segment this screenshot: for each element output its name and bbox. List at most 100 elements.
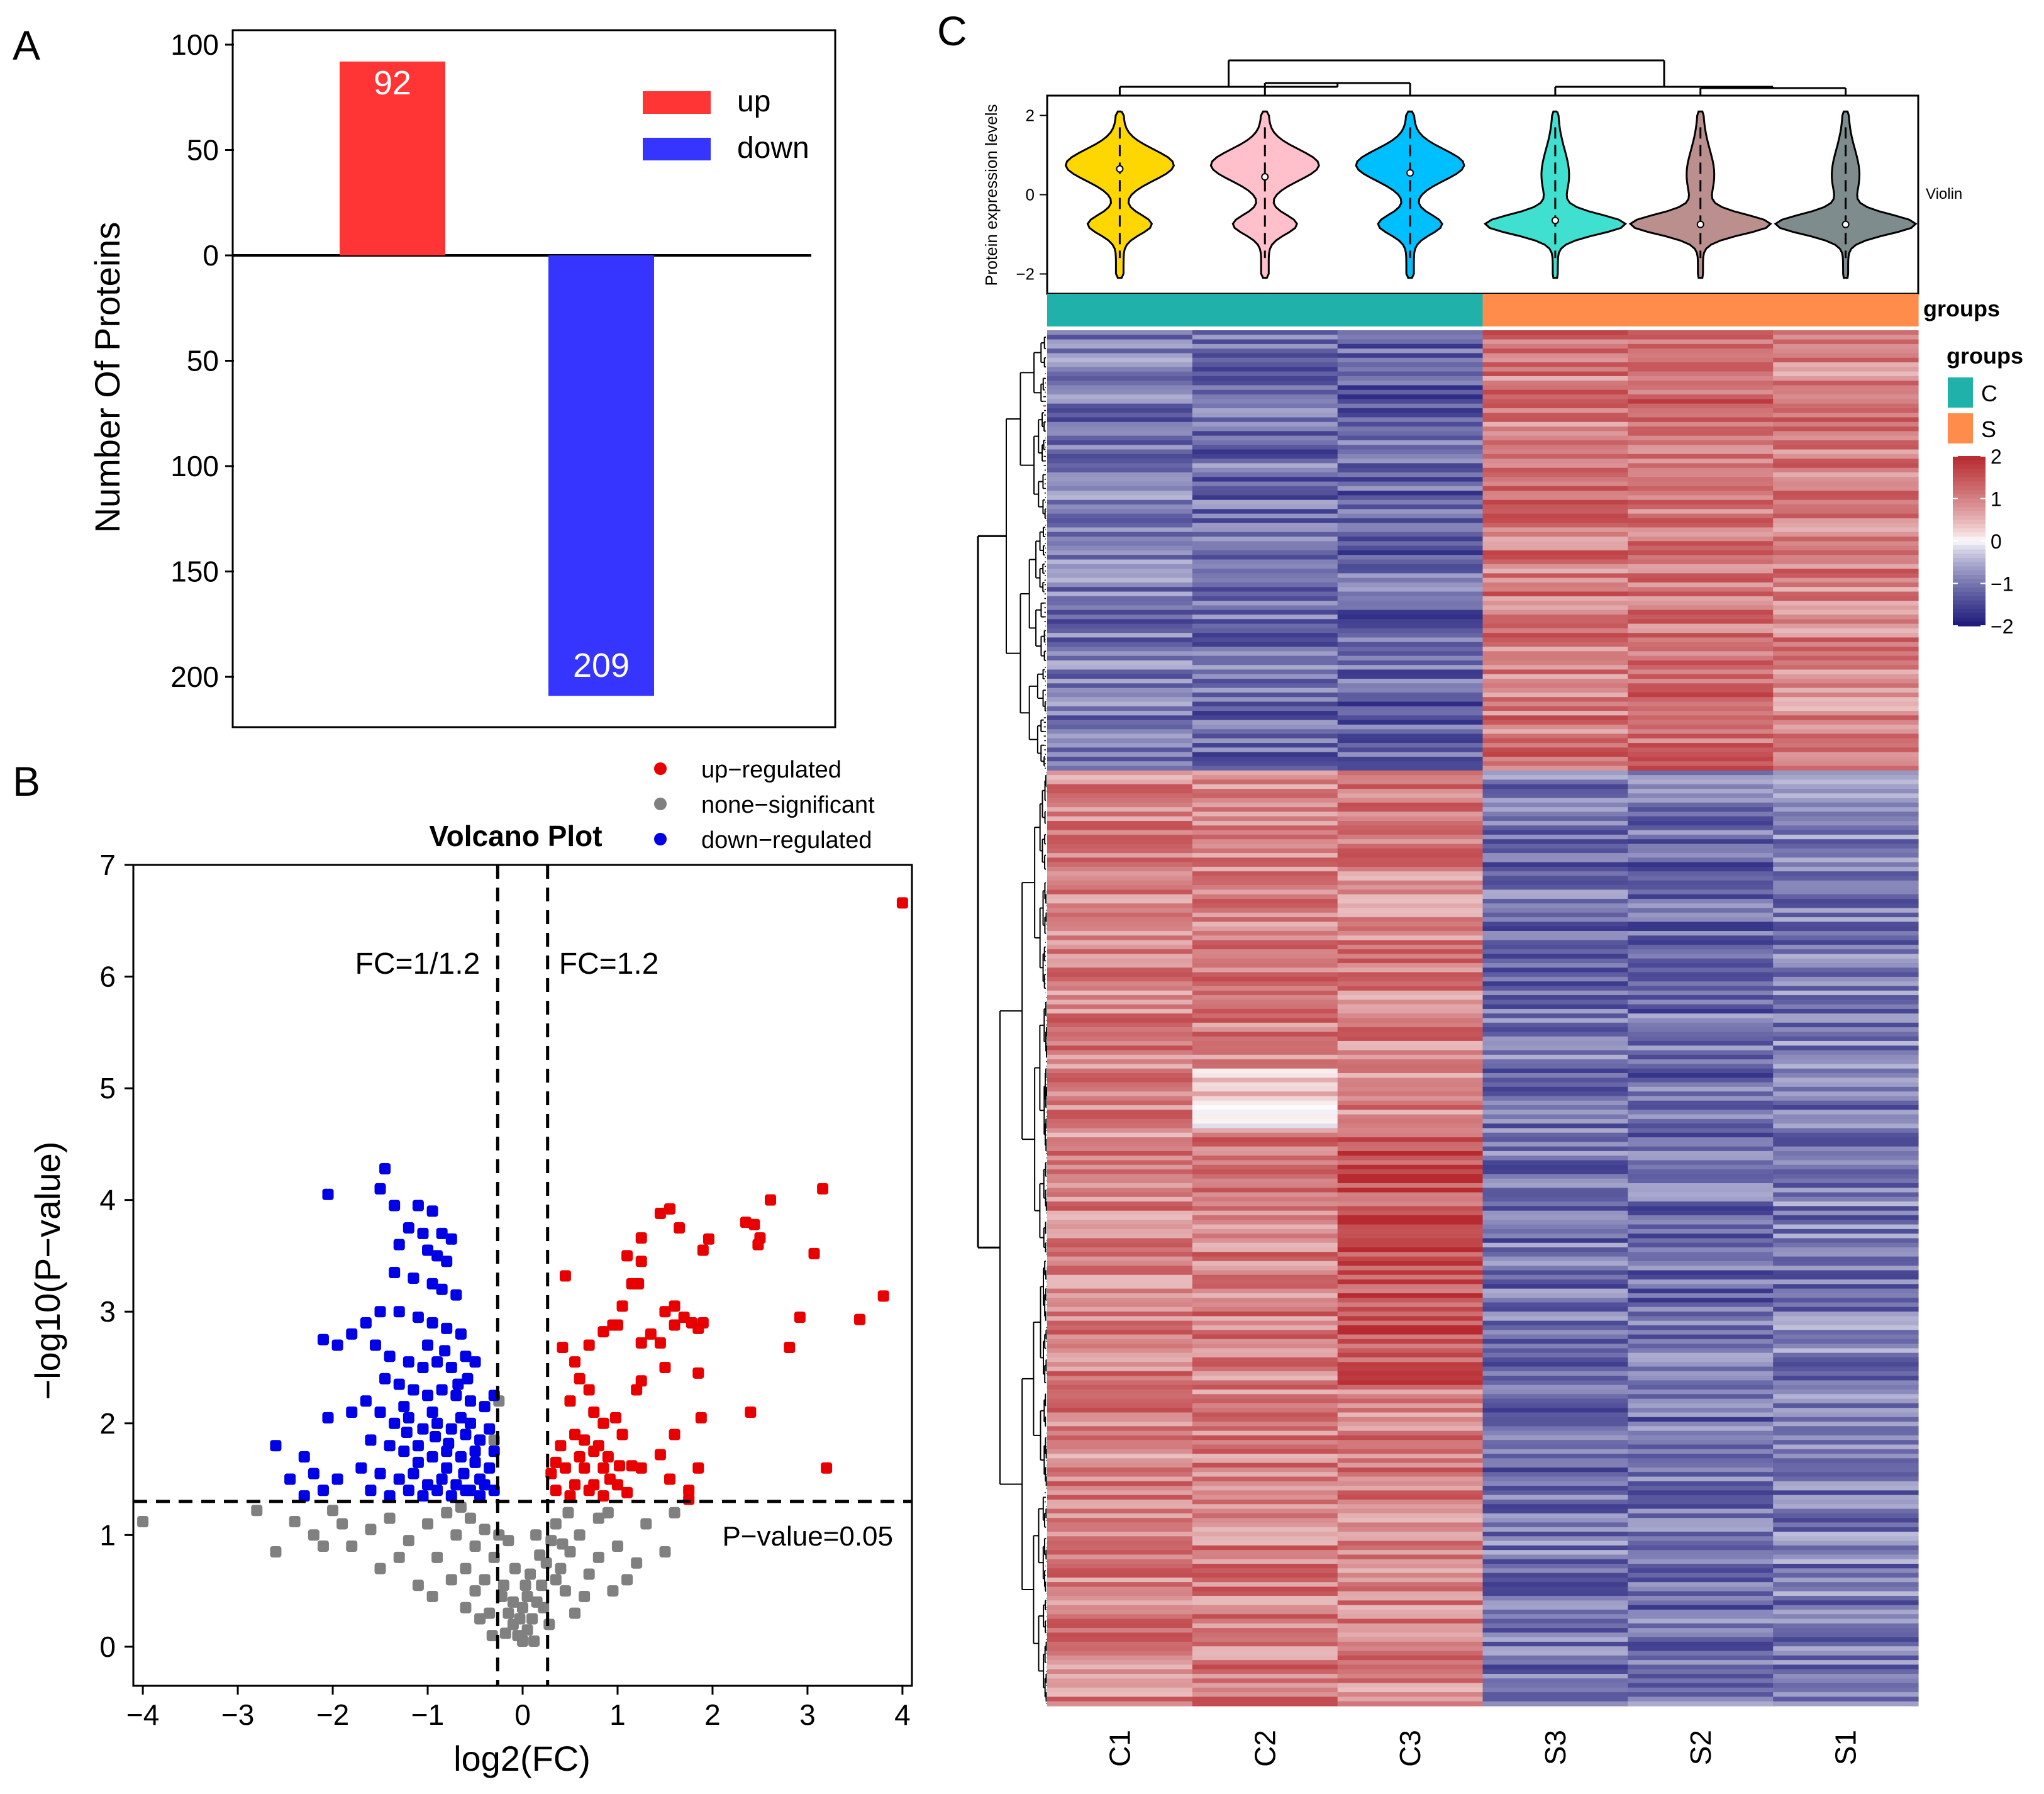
heatmap-cell bbox=[1482, 463, 1628, 469]
heatmap-cell bbox=[1773, 724, 1919, 730]
heatmap-cell bbox=[1192, 343, 1338, 349]
heatmap-cell bbox=[1337, 889, 1484, 895]
heatmap-cell bbox=[1192, 564, 1338, 569]
heatmap-cell bbox=[1628, 1320, 1774, 1326]
heatmap-cell bbox=[1482, 582, 1628, 588]
heatmap-cell bbox=[1482, 1261, 1628, 1266]
heatmap-cell bbox=[1482, 729, 1628, 735]
heatmap-cell bbox=[1482, 1554, 1628, 1560]
heatmap-cell bbox=[1192, 1646, 1338, 1652]
heatmap-cell bbox=[1192, 848, 1338, 854]
heatmap-cell bbox=[1337, 477, 1484, 482]
heatmap-cell bbox=[1773, 821, 1919, 826]
heatmap-cell bbox=[1482, 848, 1628, 854]
scatter-point bbox=[450, 1529, 462, 1541]
heatmap-cell bbox=[1337, 1664, 1484, 1670]
heatmap-cell bbox=[1047, 811, 1193, 817]
heatmap-cell bbox=[1337, 367, 1484, 372]
scatter-point bbox=[389, 1200, 401, 1212]
heatmap-cell bbox=[1773, 371, 1919, 377]
heatmap-cell bbox=[1337, 431, 1484, 437]
heatmap-cell bbox=[1773, 1036, 1919, 1042]
heatmap-cell bbox=[1628, 1123, 1774, 1129]
heatmap-cell bbox=[1337, 1545, 1484, 1551]
heatmap-cell bbox=[1192, 1196, 1338, 1202]
heatmap-cell bbox=[1773, 990, 1919, 996]
heatmap-cell bbox=[1337, 880, 1484, 886]
scatter-point bbox=[479, 1524, 491, 1535]
heatmap-cell bbox=[1773, 816, 1919, 822]
heatmap-cell bbox=[1628, 1458, 1774, 1464]
heatmap-cell bbox=[1192, 839, 1338, 845]
heatmap-cell bbox=[1628, 876, 1774, 881]
heatmap-cell bbox=[1047, 706, 1193, 711]
heatmap-cell bbox=[1047, 747, 1193, 753]
scatter-point bbox=[379, 1373, 391, 1384]
heatmap-cell bbox=[1192, 491, 1338, 496]
heatmap-cell bbox=[1773, 922, 1919, 927]
heatmap-cell bbox=[1337, 1673, 1484, 1679]
heatmap-cell bbox=[1192, 431, 1338, 437]
heatmap-cell bbox=[1337, 1160, 1484, 1166]
heatmap-cell bbox=[1628, 463, 1774, 469]
color-scale-segment bbox=[1953, 579, 1986, 584]
color-scale-tick-label: 2 bbox=[1991, 445, 2002, 468]
heatmap-cell bbox=[1773, 619, 1919, 625]
heatmap-cell bbox=[1482, 637, 1628, 643]
heatmap-cell bbox=[1482, 399, 1628, 404]
heatmap-cell bbox=[1337, 403, 1484, 409]
heatmap-cell bbox=[1628, 793, 1774, 799]
heatmap-cell bbox=[1337, 1298, 1484, 1303]
heatmap-cell bbox=[1047, 1054, 1193, 1060]
heatmap-cell bbox=[1773, 1458, 1919, 1464]
heatmap-cell bbox=[1337, 848, 1484, 854]
heatmap-cell bbox=[1337, 504, 1484, 510]
heatmap-cell bbox=[1482, 1242, 1628, 1248]
heatmap-cell bbox=[1192, 655, 1338, 661]
scatter-point bbox=[443, 1437, 455, 1449]
heatmap-cell bbox=[1482, 1422, 1628, 1427]
heatmap-cell bbox=[1482, 844, 1628, 849]
scatter-point bbox=[574, 1451, 586, 1463]
heatmap-cell bbox=[1192, 335, 1338, 340]
heatmap-cell bbox=[1773, 917, 1919, 923]
color-scale-segment bbox=[1953, 621, 1986, 627]
heatmap-cell bbox=[1482, 642, 1628, 647]
heatmap-cell bbox=[1773, 1618, 1919, 1624]
heatmap-cell bbox=[1773, 532, 1919, 537]
scatter-point bbox=[393, 1378, 405, 1390]
scatter-point bbox=[398, 1446, 410, 1457]
heatmap-cell bbox=[1192, 1183, 1338, 1188]
heatmap-cell bbox=[1482, 853, 1628, 858]
heatmap-cell bbox=[1337, 715, 1484, 721]
heatmap-cell bbox=[1482, 711, 1628, 716]
heatmap-cell bbox=[1337, 958, 1484, 964]
heatmap-cell bbox=[1047, 954, 1193, 959]
heatmap-cell bbox=[1047, 1196, 1193, 1202]
heatmap-cell bbox=[1628, 1004, 1774, 1010]
heatmap-cell bbox=[1628, 1022, 1774, 1028]
heatmap-cell bbox=[1628, 647, 1774, 652]
heatmap-cell bbox=[1482, 862, 1628, 867]
heatmap-cell bbox=[1047, 1013, 1193, 1019]
heatmap-cell bbox=[1482, 1600, 1628, 1606]
heatmap-cell bbox=[1628, 1384, 1774, 1390]
heatmap-cell bbox=[1773, 1577, 1919, 1583]
heatmap-cell bbox=[1337, 532, 1484, 537]
heatmap-cell bbox=[1482, 1078, 1628, 1083]
heatmap-cell bbox=[1192, 756, 1338, 762]
heatmap-cell bbox=[1047, 1228, 1193, 1234]
heatmap-cell bbox=[1482, 807, 1628, 813]
heatmap-cell bbox=[1337, 1522, 1484, 1528]
scatter-point bbox=[436, 1473, 448, 1485]
heatmap-cell bbox=[1047, 802, 1193, 808]
heatmap-cell bbox=[1047, 1573, 1193, 1578]
heatmap-cell bbox=[1773, 839, 1919, 845]
x-tick-label: 3 bbox=[799, 1698, 816, 1731]
heatmap-cell bbox=[1482, 440, 1628, 445]
scatter-point bbox=[436, 1283, 448, 1295]
heatmap-cell bbox=[1773, 1614, 1919, 1620]
heatmap-cell bbox=[1192, 1032, 1338, 1037]
heatmap-cell bbox=[1047, 1059, 1193, 1064]
heatmap-cell bbox=[1482, 1655, 1628, 1661]
